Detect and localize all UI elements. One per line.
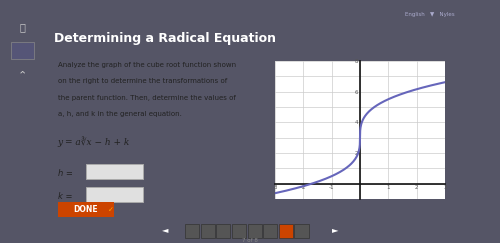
- Text: English   ▼   Nyles: English ▼ Nyles: [405, 12, 455, 17]
- FancyBboxPatch shape: [232, 224, 246, 238]
- FancyBboxPatch shape: [216, 224, 230, 238]
- FancyBboxPatch shape: [294, 224, 308, 238]
- Text: k =: k =: [58, 192, 72, 201]
- Text: a, h, and k in the general equation.: a, h, and k in the general equation.: [58, 111, 182, 117]
- FancyBboxPatch shape: [11, 42, 34, 59]
- Text: 🎧: 🎧: [20, 22, 26, 32]
- Text: ◄: ◄: [162, 225, 168, 234]
- Text: ⌃: ⌃: [18, 70, 27, 80]
- Text: h =: h =: [58, 169, 72, 178]
- Text: y = a∛x − h + k: y = a∛x − h + k: [58, 136, 130, 147]
- FancyBboxPatch shape: [279, 224, 293, 238]
- FancyBboxPatch shape: [86, 187, 142, 202]
- Text: the parent function. Then, determine the values of: the parent function. Then, determine the…: [58, 95, 236, 101]
- Text: ►: ►: [332, 225, 338, 234]
- Text: 7 of 8: 7 of 8: [242, 237, 258, 243]
- FancyBboxPatch shape: [185, 224, 199, 238]
- Text: ✓: ✓: [108, 207, 114, 213]
- FancyBboxPatch shape: [200, 224, 215, 238]
- FancyBboxPatch shape: [58, 202, 114, 217]
- FancyBboxPatch shape: [248, 224, 262, 238]
- FancyBboxPatch shape: [263, 224, 277, 238]
- FancyBboxPatch shape: [86, 164, 142, 179]
- Text: on the right to determine the transformations of: on the right to determine the transforma…: [58, 78, 227, 84]
- Text: Determining a Radical Equation: Determining a Radical Equation: [54, 32, 276, 45]
- Text: DONE: DONE: [74, 205, 98, 214]
- Text: Analyze the graph of the cube root function shown: Analyze the graph of the cube root funct…: [58, 62, 236, 68]
